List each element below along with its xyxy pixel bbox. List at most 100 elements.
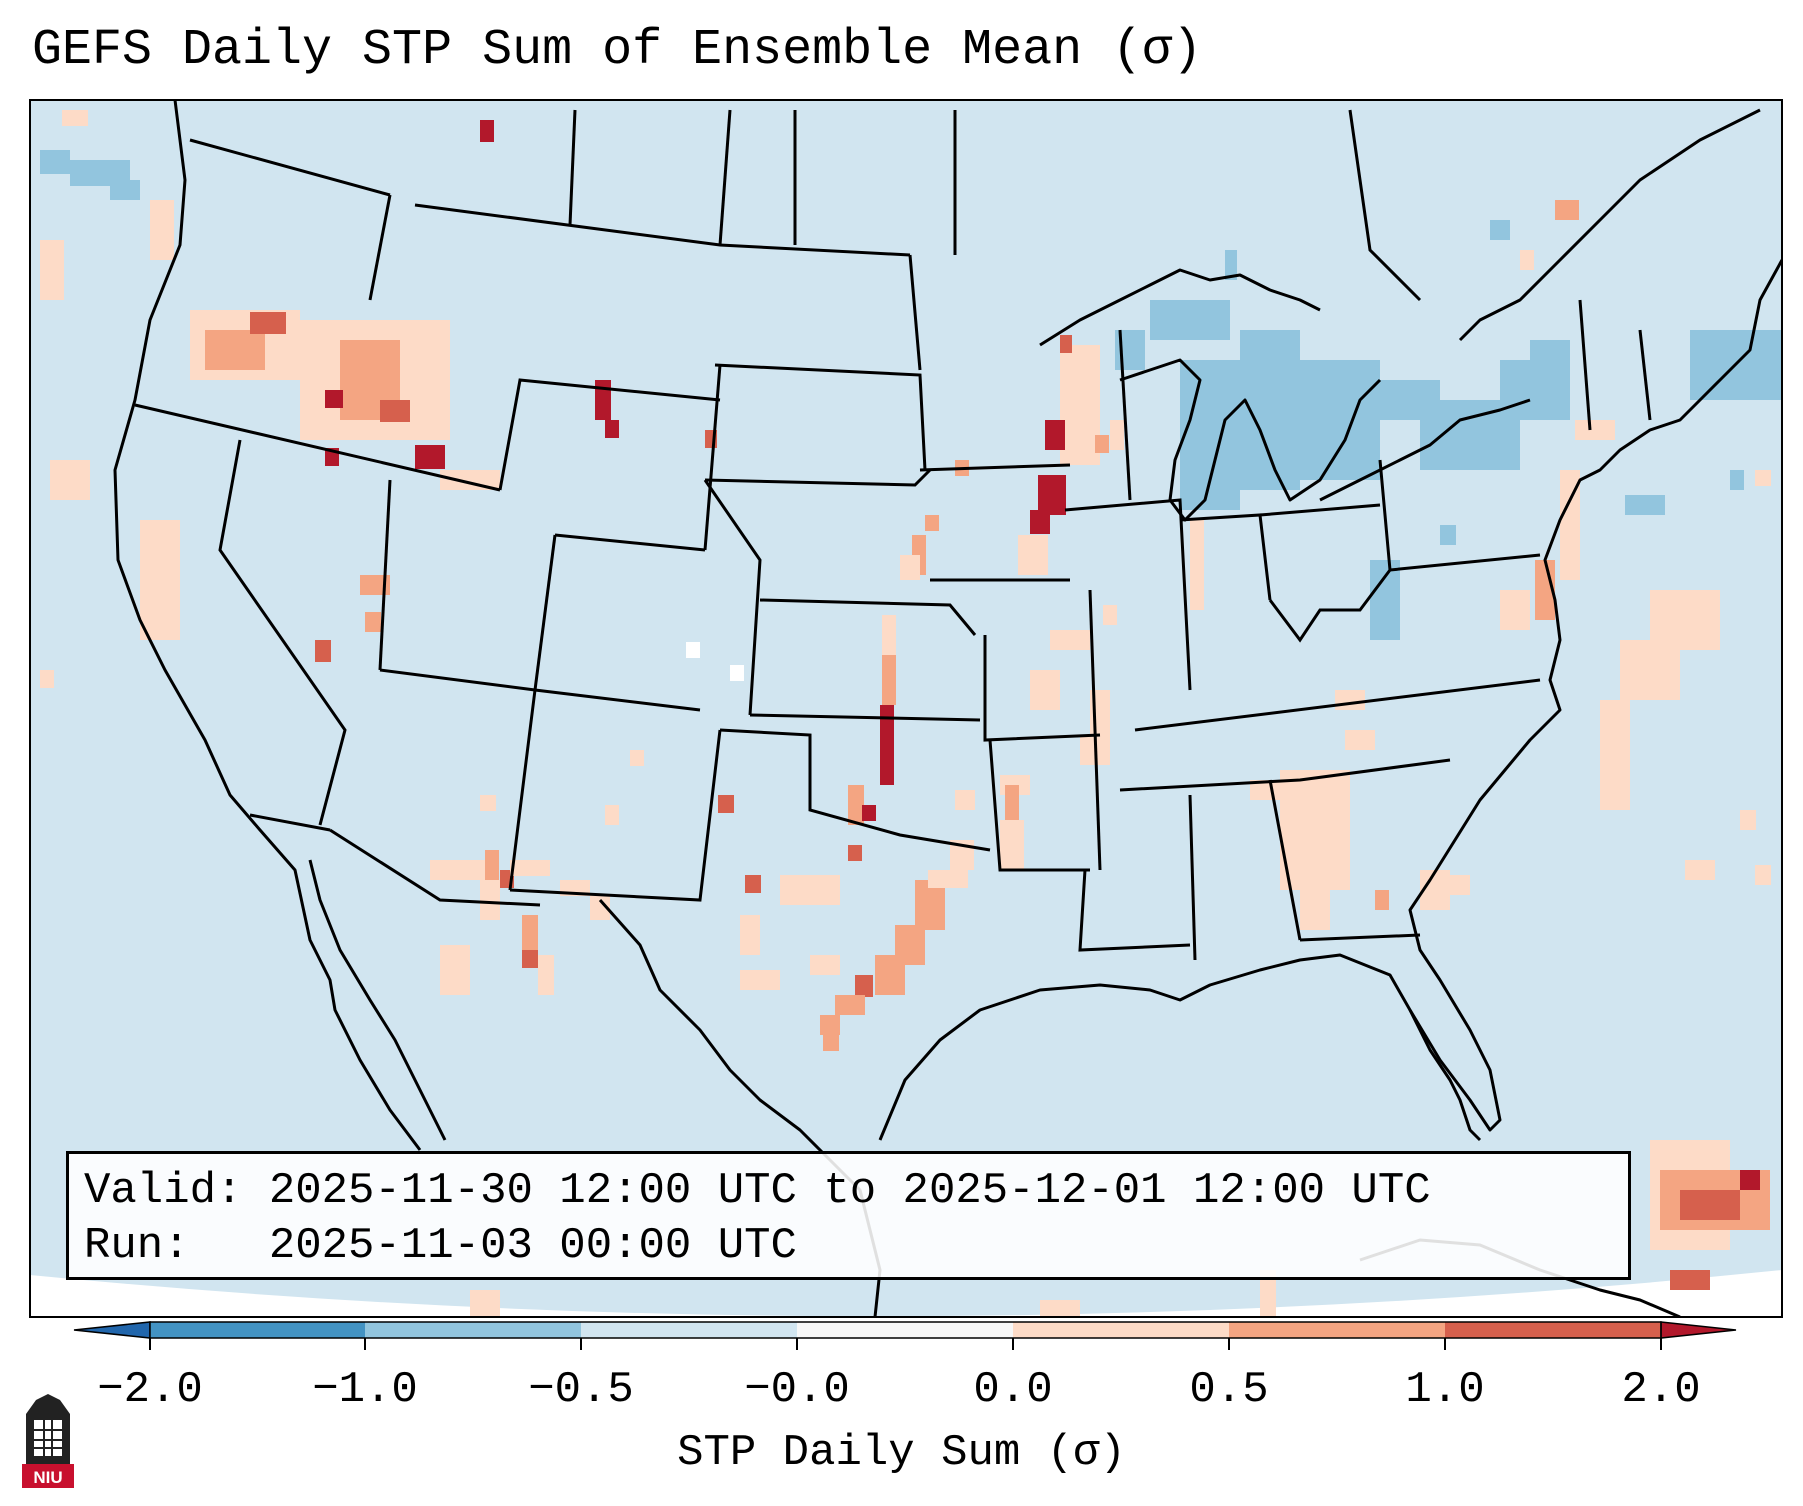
cell-positive [1190, 520, 1204, 610]
colorbar-bin [1013, 1322, 1229, 1338]
cell-moderate [823, 1035, 839, 1051]
logo-text: NIU [33, 1468, 62, 1487]
cell-extreme [862, 805, 876, 821]
colorbar [73, 1321, 1737, 1350]
colorbar-label: STP Daily Sum (σ) [677, 1428, 1126, 1478]
lake-outline [1119, 358, 1382, 522]
colorbar-tick-label: −1.0 [312, 1365, 418, 1415]
cell-neutral [686, 642, 700, 658]
cell-moderate [875, 955, 905, 995]
cell-positive [1103, 605, 1117, 625]
cell-negative [40, 150, 70, 174]
colorbar-bin [150, 1322, 365, 1338]
canada-east-coast [1458, 108, 1761, 342]
cell-negative [1440, 525, 1456, 545]
cell-negative [1625, 495, 1665, 515]
cell-positive [1560, 470, 1580, 580]
cell-negative [1730, 470, 1744, 490]
cell-positive [50, 460, 90, 500]
cell-positive [1740, 810, 1756, 830]
valid-time-range: 2025-11-30 12:00 UTC to 2025-12-01 12:00… [268, 1166, 1431, 1216]
texas-gulf-coast [878, 259, 1782, 1141]
cell-extreme [325, 390, 343, 408]
valid-label: Valid: [84, 1166, 243, 1216]
cell-strong [315, 640, 331, 662]
colorbar-tick-label: 0.0 [973, 1365, 1053, 1415]
cell-positive [955, 790, 975, 810]
map-background [30, 100, 1782, 1317]
cell-positive [1755, 865, 1771, 885]
cell-positive [1060, 345, 1100, 465]
cell-moderate [522, 915, 538, 955]
cell-positive [1500, 590, 1530, 630]
run-label: Run: [84, 1221, 190, 1271]
cell-moderate [1555, 200, 1579, 220]
cell-moderate [835, 995, 865, 1015]
cell-extreme [1030, 510, 1050, 534]
cell-positive [1430, 875, 1470, 895]
cell-extreme [415, 445, 445, 469]
cell-moderate [848, 785, 864, 825]
cell-positive [430, 860, 490, 880]
anomaly-cells [40, 110, 1782, 1317]
cell-extreme [595, 380, 611, 420]
cell-strong [718, 795, 734, 813]
cell-positive [1620, 640, 1680, 700]
cell-positive [1110, 420, 1124, 450]
cell-positive [630, 750, 644, 766]
cell-strong [745, 875, 761, 893]
colorbar-tick-label: −2.0 [97, 1365, 203, 1415]
cell-negative [1300, 360, 1380, 480]
cell-positive [1755, 470, 1771, 486]
cell-positive [1018, 535, 1048, 575]
cell-positive [1345, 730, 1375, 750]
cell-strong [855, 975, 873, 997]
cell-extreme [1740, 1170, 1760, 1190]
coastlines [113, 100, 1782, 1317]
cell-moderate [915, 880, 945, 930]
colorbar-tick-label: 2.0 [1621, 1365, 1701, 1415]
map-title: GEFS Daily STP Sum of Ensemble Mean (σ) [32, 22, 1203, 79]
colorbar-bin [1229, 1322, 1445, 1338]
cell-strong [1670, 1270, 1710, 1290]
cell-positive [810, 955, 840, 975]
colorbar-tick-label: −0.0 [744, 1365, 850, 1415]
cell-strong [848, 845, 862, 861]
cell-strong [250, 312, 286, 334]
cell-positive [1600, 700, 1630, 810]
validity-info-box: Valid: 2025-11-30 12:00 UTC to 2025-12-0… [66, 1151, 1631, 1280]
cell-positive [140, 520, 180, 640]
cell-moderate [1005, 785, 1019, 825]
colorbar-bin [581, 1322, 797, 1338]
colorbar-bin [365, 1322, 581, 1338]
cell-positive [740, 915, 760, 955]
baja-peninsula [308, 859, 447, 1141]
west-coastline [113, 100, 422, 1151]
lake-superior [1039, 268, 1321, 347]
cell-positive [1040, 1300, 1080, 1317]
florida [1408, 1009, 1482, 1142]
niu-logo: NIU [22, 1394, 74, 1488]
cell-moderate [820, 1015, 840, 1035]
cell-positive [590, 895, 610, 920]
run-time: 2025-11-03 00:00 UTC [268, 1221, 797, 1271]
cell-strong [522, 950, 538, 968]
cell-negative [1225, 250, 1237, 280]
lake-erie-ontario [1319, 398, 1531, 502]
colorbar-tick-label: −0.5 [528, 1365, 634, 1415]
cell-moderate [882, 655, 896, 705]
colorbar-tick-label: 0.5 [1189, 1365, 1269, 1415]
cell-positive [470, 1290, 500, 1317]
cell-positive [440, 945, 470, 995]
cell-extreme [1038, 475, 1066, 515]
colorbar-outline [149, 1321, 1662, 1339]
cell-extreme [1045, 420, 1065, 450]
cell-moderate [925, 515, 939, 531]
cell-positive [605, 805, 619, 825]
cell-positive [900, 555, 920, 580]
cell-positive [1000, 820, 1024, 870]
cell-positive [1280, 770, 1350, 890]
cell-positive [150, 200, 174, 260]
projection-edge [30, 1270, 1782, 1317]
cell-positive [40, 670, 54, 688]
